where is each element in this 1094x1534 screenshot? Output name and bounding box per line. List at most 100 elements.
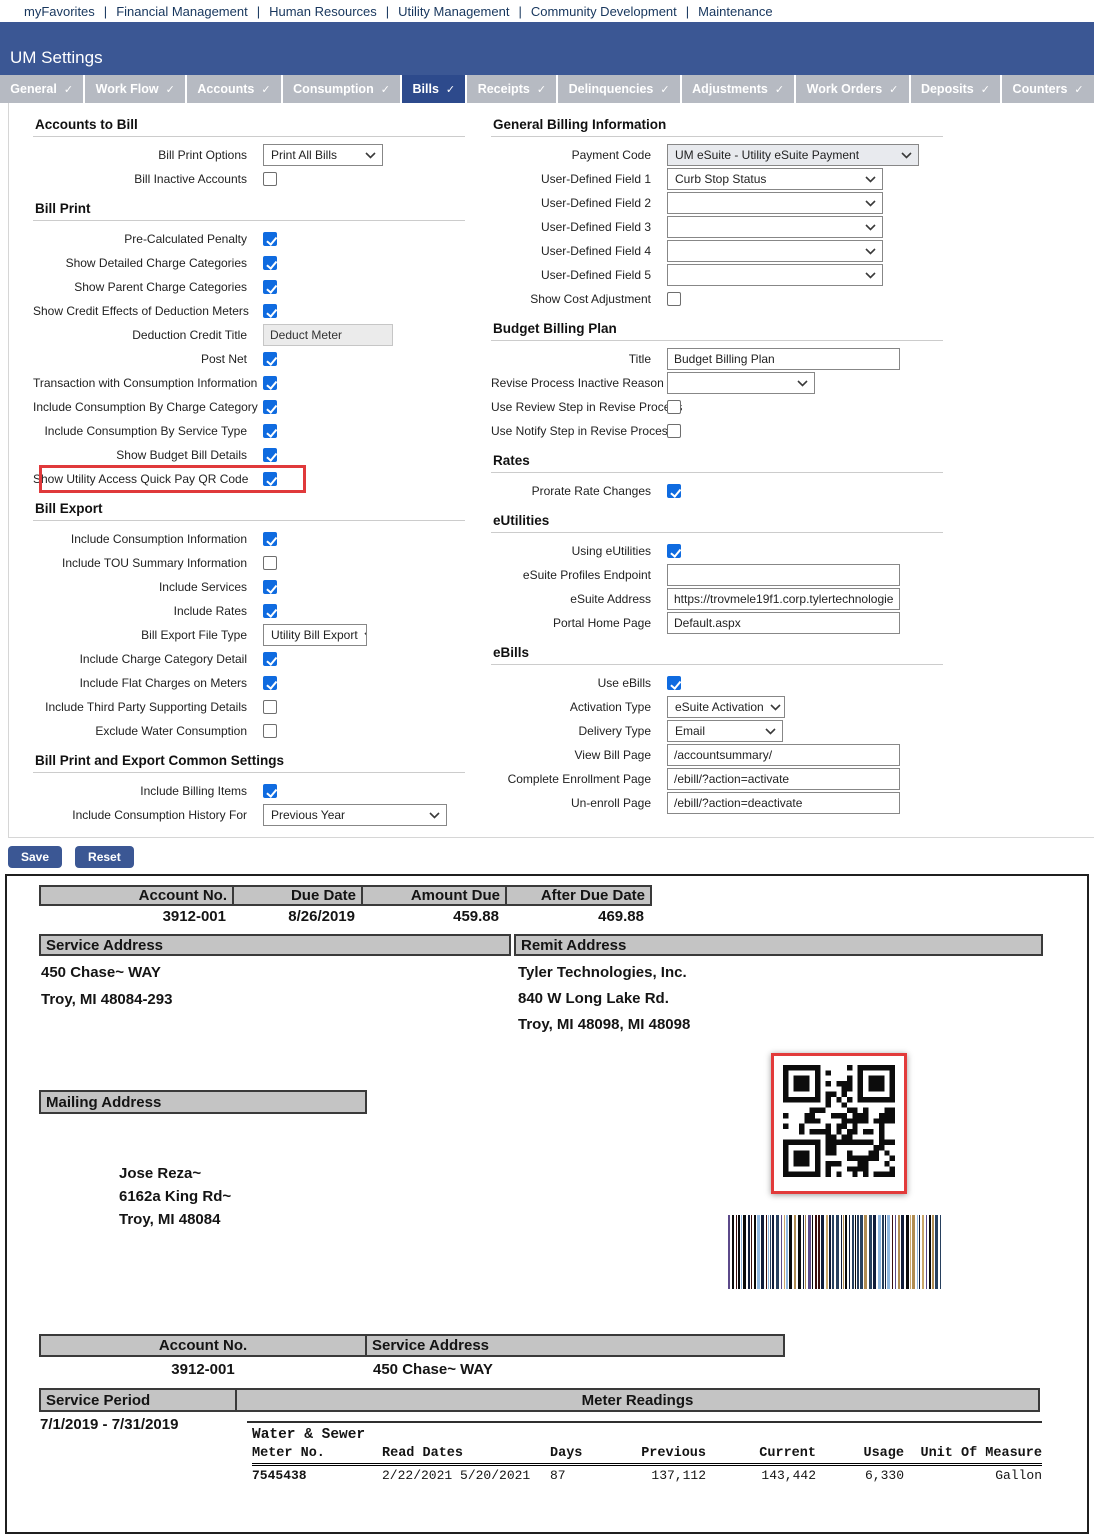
bill-inactive-accounts-checkbox[interactable]: [263, 172, 277, 186]
include-billing-items-checkbox[interactable]: [263, 784, 277, 798]
save-button[interactable]: Save: [8, 846, 63, 868]
transaction-with-consumption-checkbox[interactable]: [263, 376, 277, 390]
show-credit-effects-checkbox[interactable]: [263, 304, 277, 318]
complete-enrollment-page-input[interactable]: [667, 768, 900, 790]
bill-header-due-date: Due Date: [232, 885, 363, 906]
barcode-bar: [873, 1215, 876, 1289]
show-detailed-charge-categories-checkbox[interactable]: [263, 256, 277, 270]
row-user-defined-field-1: User-Defined Field 1 Curb Stop Status: [491, 167, 943, 191]
qr-code-image: [783, 1065, 895, 1177]
row-post-net: Post Net: [33, 347, 465, 371]
pre-calculated-penalty-checkbox[interactable]: [263, 232, 277, 246]
show-budget-bill-details-checkbox[interactable]: [263, 448, 277, 462]
bill-export-file-type-select[interactable]: Utility Bill Export: [263, 624, 367, 646]
field-label: Include Third Party Supporting Details: [45, 700, 247, 714]
include-tou-summary-checkbox[interactable]: [263, 556, 277, 570]
previous-reading: 137,112: [651, 1468, 706, 1483]
tab-deposits[interactable]: Deposits ✓: [910, 75, 1001, 103]
bill-header-amount-due: Amount Due: [361, 885, 507, 906]
using-eutilities-checkbox[interactable]: [667, 544, 681, 558]
field-label: Revise Process Inactive Reason: [491, 376, 664, 390]
row-transaction-with-consumption: Transaction with Consumption Information: [33, 371, 465, 395]
tab-adjustments[interactable]: Adjustments ✓: [681, 75, 795, 103]
tab-bills[interactable]: Bills ✓: [402, 75, 466, 103]
section-title-bill-export: Bill Export: [33, 501, 465, 521]
row-include-charge-category-detail: Include Charge Category Detail: [33, 647, 465, 671]
barcode-bar: [885, 1215, 886, 1289]
include-flat-charges-checkbox[interactable]: [263, 676, 277, 690]
portal-home-page-input[interactable]: [667, 612, 900, 634]
payment-code-select[interactable]: UM eSuite - Utility eSuite Payment: [667, 144, 919, 166]
check-icon: ✓: [980, 83, 990, 96]
user-defined-field-4-select[interactable]: [667, 240, 883, 262]
nav-myfavorites[interactable]: myFavorites: [24, 3, 95, 19]
tab-general[interactable]: General ✓: [0, 75, 84, 103]
tab-accounts[interactable]: Accounts ✓: [187, 75, 281, 103]
show-qr-code-checkbox[interactable]: [263, 472, 277, 486]
prorate-rate-changes-checkbox[interactable]: [667, 484, 681, 498]
barcode-bar: [898, 1215, 900, 1289]
include-consumption-history-select[interactable]: Previous Year: [263, 804, 447, 826]
post-net-checkbox[interactable]: [263, 352, 277, 366]
nav-financial-management[interactable]: Financial Management: [116, 3, 248, 19]
tab-label: Counters: [1012, 82, 1068, 96]
tab-delinquencies[interactable]: Delinquencies ✓: [558, 75, 680, 103]
esuite-profiles-endpoint-input[interactable]: [667, 564, 900, 586]
barcode-bar: [805, 1215, 806, 1289]
nav-separator: |: [385, 3, 390, 19]
check-icon: ✓: [165, 83, 175, 96]
bill-print-options-select[interactable]: Print All Bills: [263, 144, 383, 166]
nav-community-development[interactable]: Community Development: [530, 3, 677, 19]
user-defined-field-3-select[interactable]: [667, 216, 883, 238]
user-defined-field-2-select[interactable]: [667, 192, 883, 214]
unenroll-page-input[interactable]: [667, 792, 900, 814]
user-defined-field-1-select[interactable]: Curb Stop Status: [667, 168, 883, 190]
show-cost-adjustment-checkbox[interactable]: [667, 292, 681, 306]
row-complete-enrollment-page: Complete Enrollment Page: [491, 767, 943, 791]
view-bill-page-input[interactable]: [667, 744, 900, 766]
barcode-bar: [852, 1215, 854, 1289]
activation-type-select[interactable]: eSuite Activation: [667, 696, 785, 718]
exclude-water-consumption-checkbox[interactable]: [263, 724, 277, 738]
nav-maintenance[interactable]: Maintenance: [698, 3, 773, 19]
include-third-party-details-checkbox[interactable]: [263, 700, 277, 714]
barcode-bar: [776, 1215, 779, 1289]
include-rates-checkbox[interactable]: [263, 604, 277, 618]
deduction-credit-title-input[interactable]: [263, 324, 393, 346]
budget-title-input[interactable]: [667, 348, 900, 370]
tab-counters[interactable]: Counters ✓: [1002, 75, 1094, 103]
nav-utility-management[interactable]: Utility Management: [398, 3, 510, 19]
row-show-credit-effects: Show Credit Effects of Deduction Meters: [33, 299, 465, 323]
tab-consumption[interactable]: Consumption ✓: [282, 75, 401, 103]
tab-work-flow[interactable]: Work Flow ✓: [85, 75, 186, 103]
barcode-bar: [736, 1215, 737, 1289]
use-notify-step-checkbox[interactable]: [667, 424, 681, 438]
use-review-step-checkbox[interactable]: [667, 400, 681, 414]
reset-button[interactable]: Reset: [75, 846, 134, 868]
include-charge-category-detail-checkbox[interactable]: [263, 652, 277, 666]
tab-work-orders[interactable]: Work Orders ✓: [796, 75, 909, 103]
revise-process-inactive-reason-select[interactable]: [667, 372, 815, 394]
meter-col-header: Usage: [863, 1446, 904, 1461]
include-consumption-by-service-type-checkbox[interactable]: [263, 424, 277, 438]
barcode-bar: [912, 1215, 915, 1289]
field-label: Include Services: [158, 580, 247, 594]
mailing-address-line: Troy, MI 48084: [119, 1211, 221, 1228]
use-ebills-checkbox[interactable]: [667, 676, 681, 690]
include-consumption-by-charge-category-checkbox[interactable]: [263, 400, 277, 414]
include-services-checkbox[interactable]: [263, 580, 277, 594]
user-defined-field-5-select[interactable]: [667, 264, 883, 286]
bill-summary-values: 3912-001 8/26/2019 459.88 469.88: [39, 908, 652, 925]
tab-receipts[interactable]: Receipts ✓: [467, 75, 557, 103]
barcode-bar: [919, 1215, 920, 1289]
show-parent-charge-categories-checkbox[interactable]: [263, 280, 277, 294]
row-show-cost-adjustment: Show Cost Adjustment: [491, 287, 943, 311]
barcode-bar: [860, 1215, 863, 1289]
meter-col-header: Current: [759, 1446, 816, 1461]
esuite-address-input[interactable]: [667, 588, 900, 610]
nav-human-resources[interactable]: Human Resources: [269, 3, 377, 19]
field-label: Include Consumption By Service Type: [44, 424, 247, 438]
delivery-type-select[interactable]: Email: [667, 720, 783, 742]
include-consumption-information-checkbox[interactable]: [263, 532, 277, 546]
select-value: Utility Bill Export: [271, 628, 358, 642]
